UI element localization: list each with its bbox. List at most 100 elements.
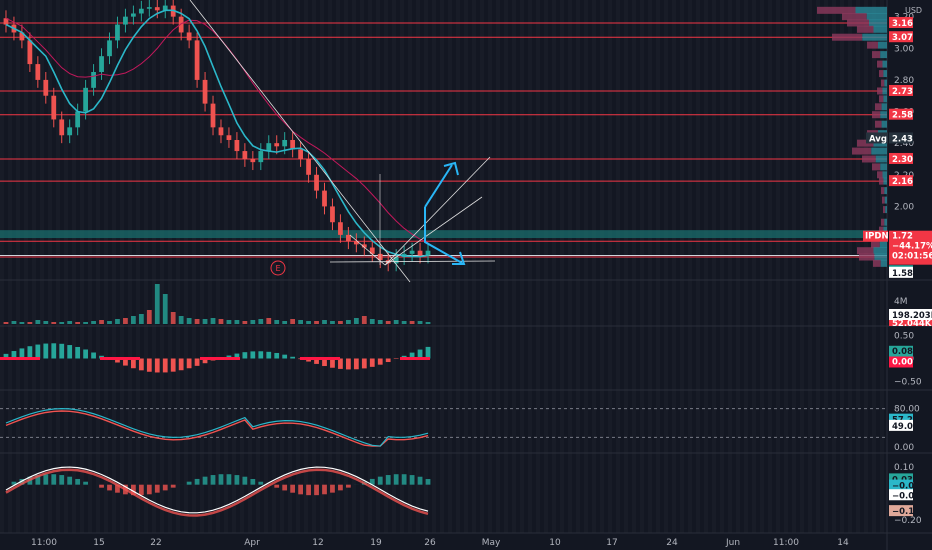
level-tag-text: 3.07 (892, 33, 913, 43)
volume-bar (147, 310, 152, 324)
volume-bar (354, 318, 359, 324)
osc1-tick: −0.50 (894, 378, 922, 388)
volume-bar (282, 321, 287, 324)
profile-bar-buy (881, 260, 887, 267)
candle-body (322, 191, 327, 207)
candle-body (298, 149, 303, 158)
volume-bar (35, 320, 40, 324)
profile-bar-buy (871, 148, 887, 155)
volume-bar (171, 312, 176, 324)
profile-bar-buy (867, 13, 887, 20)
candle-body (410, 251, 415, 254)
candle-body (346, 235, 351, 241)
volume-bar (91, 321, 96, 324)
profile-bar-buy (883, 171, 888, 178)
volume-bar (330, 321, 335, 324)
level-tag-text: 2.73 (892, 87, 913, 97)
profile-bar-sell (879, 178, 883, 185)
candle-body (91, 72, 96, 88)
profile-bar-buy (883, 87, 888, 94)
volume-bar (187, 318, 192, 324)
profile-bar-sell (872, 111, 880, 118)
earnings-marker-label: E (275, 264, 280, 273)
volume-bar (378, 320, 383, 324)
profile-bar-sell (879, 95, 883, 102)
candle-body (27, 40, 32, 64)
volume-bar (394, 320, 399, 324)
volume-bar (99, 320, 104, 324)
volume-bar (115, 319, 120, 324)
volume-bar (203, 319, 208, 324)
volume-bar (298, 320, 303, 324)
volume-bar (290, 319, 295, 324)
volume-bar (242, 321, 247, 324)
profile-bar-sell (857, 26, 874, 33)
candle-body (211, 104, 216, 128)
osc2-tag-2-text: 49.03 (892, 422, 919, 432)
x-tick: Apr (244, 538, 260, 548)
profile-bar-buy (884, 219, 887, 226)
candle-body (187, 32, 192, 40)
candle-body (115, 25, 120, 41)
volume-bar (179, 316, 184, 324)
profile-bar-sell (862, 155, 876, 162)
candle-body (59, 119, 64, 135)
volume-bar (338, 321, 343, 324)
candle-body (330, 206, 335, 222)
profile-bar-buy (856, 7, 888, 14)
volume-bar (362, 316, 367, 324)
support-zone (0, 230, 887, 238)
x-tick: 24 (666, 538, 678, 548)
osc1-tag-text: 0.08 (892, 347, 913, 357)
candle-body (195, 40, 200, 80)
profile-bar-sell (817, 7, 856, 14)
profile-bar-sell (859, 254, 874, 261)
candle-body (35, 64, 40, 80)
volume-tick: 4M (894, 297, 908, 307)
x-tick: 17 (606, 538, 617, 548)
candle-body (83, 88, 88, 112)
candle-body (131, 13, 136, 16)
volume-bar (219, 319, 224, 324)
volume-bar (426, 322, 431, 324)
profile-bar-sell (877, 87, 883, 94)
volume-bar (274, 320, 279, 324)
profile-bar-sell (881, 219, 884, 226)
profile-bar-sell (871, 241, 880, 248)
x-tick: Jun (725, 538, 740, 548)
profile-bar-sell (877, 171, 883, 178)
profile-bar-buy (880, 51, 887, 58)
level-tag-text: 2.58 (892, 111, 913, 121)
profile-bar-buy (874, 254, 887, 261)
volume-bar (386, 321, 391, 324)
candle-body (67, 127, 72, 135)
x-tick: 11:00 (773, 538, 799, 548)
volume-bar (235, 320, 240, 324)
profile-bar-sell (877, 61, 883, 68)
candle-body (75, 112, 80, 128)
volume-bar (75, 322, 80, 324)
profile-bar-buy (874, 247, 888, 254)
candle-body (242, 151, 247, 159)
profile-bar-sell (872, 163, 880, 170)
volume-bar (139, 314, 144, 324)
candle-body (107, 40, 112, 56)
volume-bar (163, 294, 168, 324)
candle-body (338, 222, 343, 235)
level-tag-text: 2.16 (892, 177, 913, 187)
x-tick: 15 (93, 538, 104, 548)
profile-bar-buy (883, 61, 888, 68)
osc1-tag-2-text: 0.00 (892, 358, 913, 368)
osc2-tick: 80.00 (894, 405, 920, 415)
level-tag-text: 2.30 (892, 155, 913, 165)
profile-bar-buy (884, 80, 887, 87)
x-tick: 12 (312, 538, 323, 548)
profile-bar-buy (880, 163, 887, 170)
volume-bar (195, 319, 200, 324)
volume-bar (12, 321, 17, 324)
volume-bar (27, 322, 32, 324)
osc3-tag-text: −0.15 (892, 507, 920, 517)
price-tick: 2.80 (894, 76, 914, 86)
